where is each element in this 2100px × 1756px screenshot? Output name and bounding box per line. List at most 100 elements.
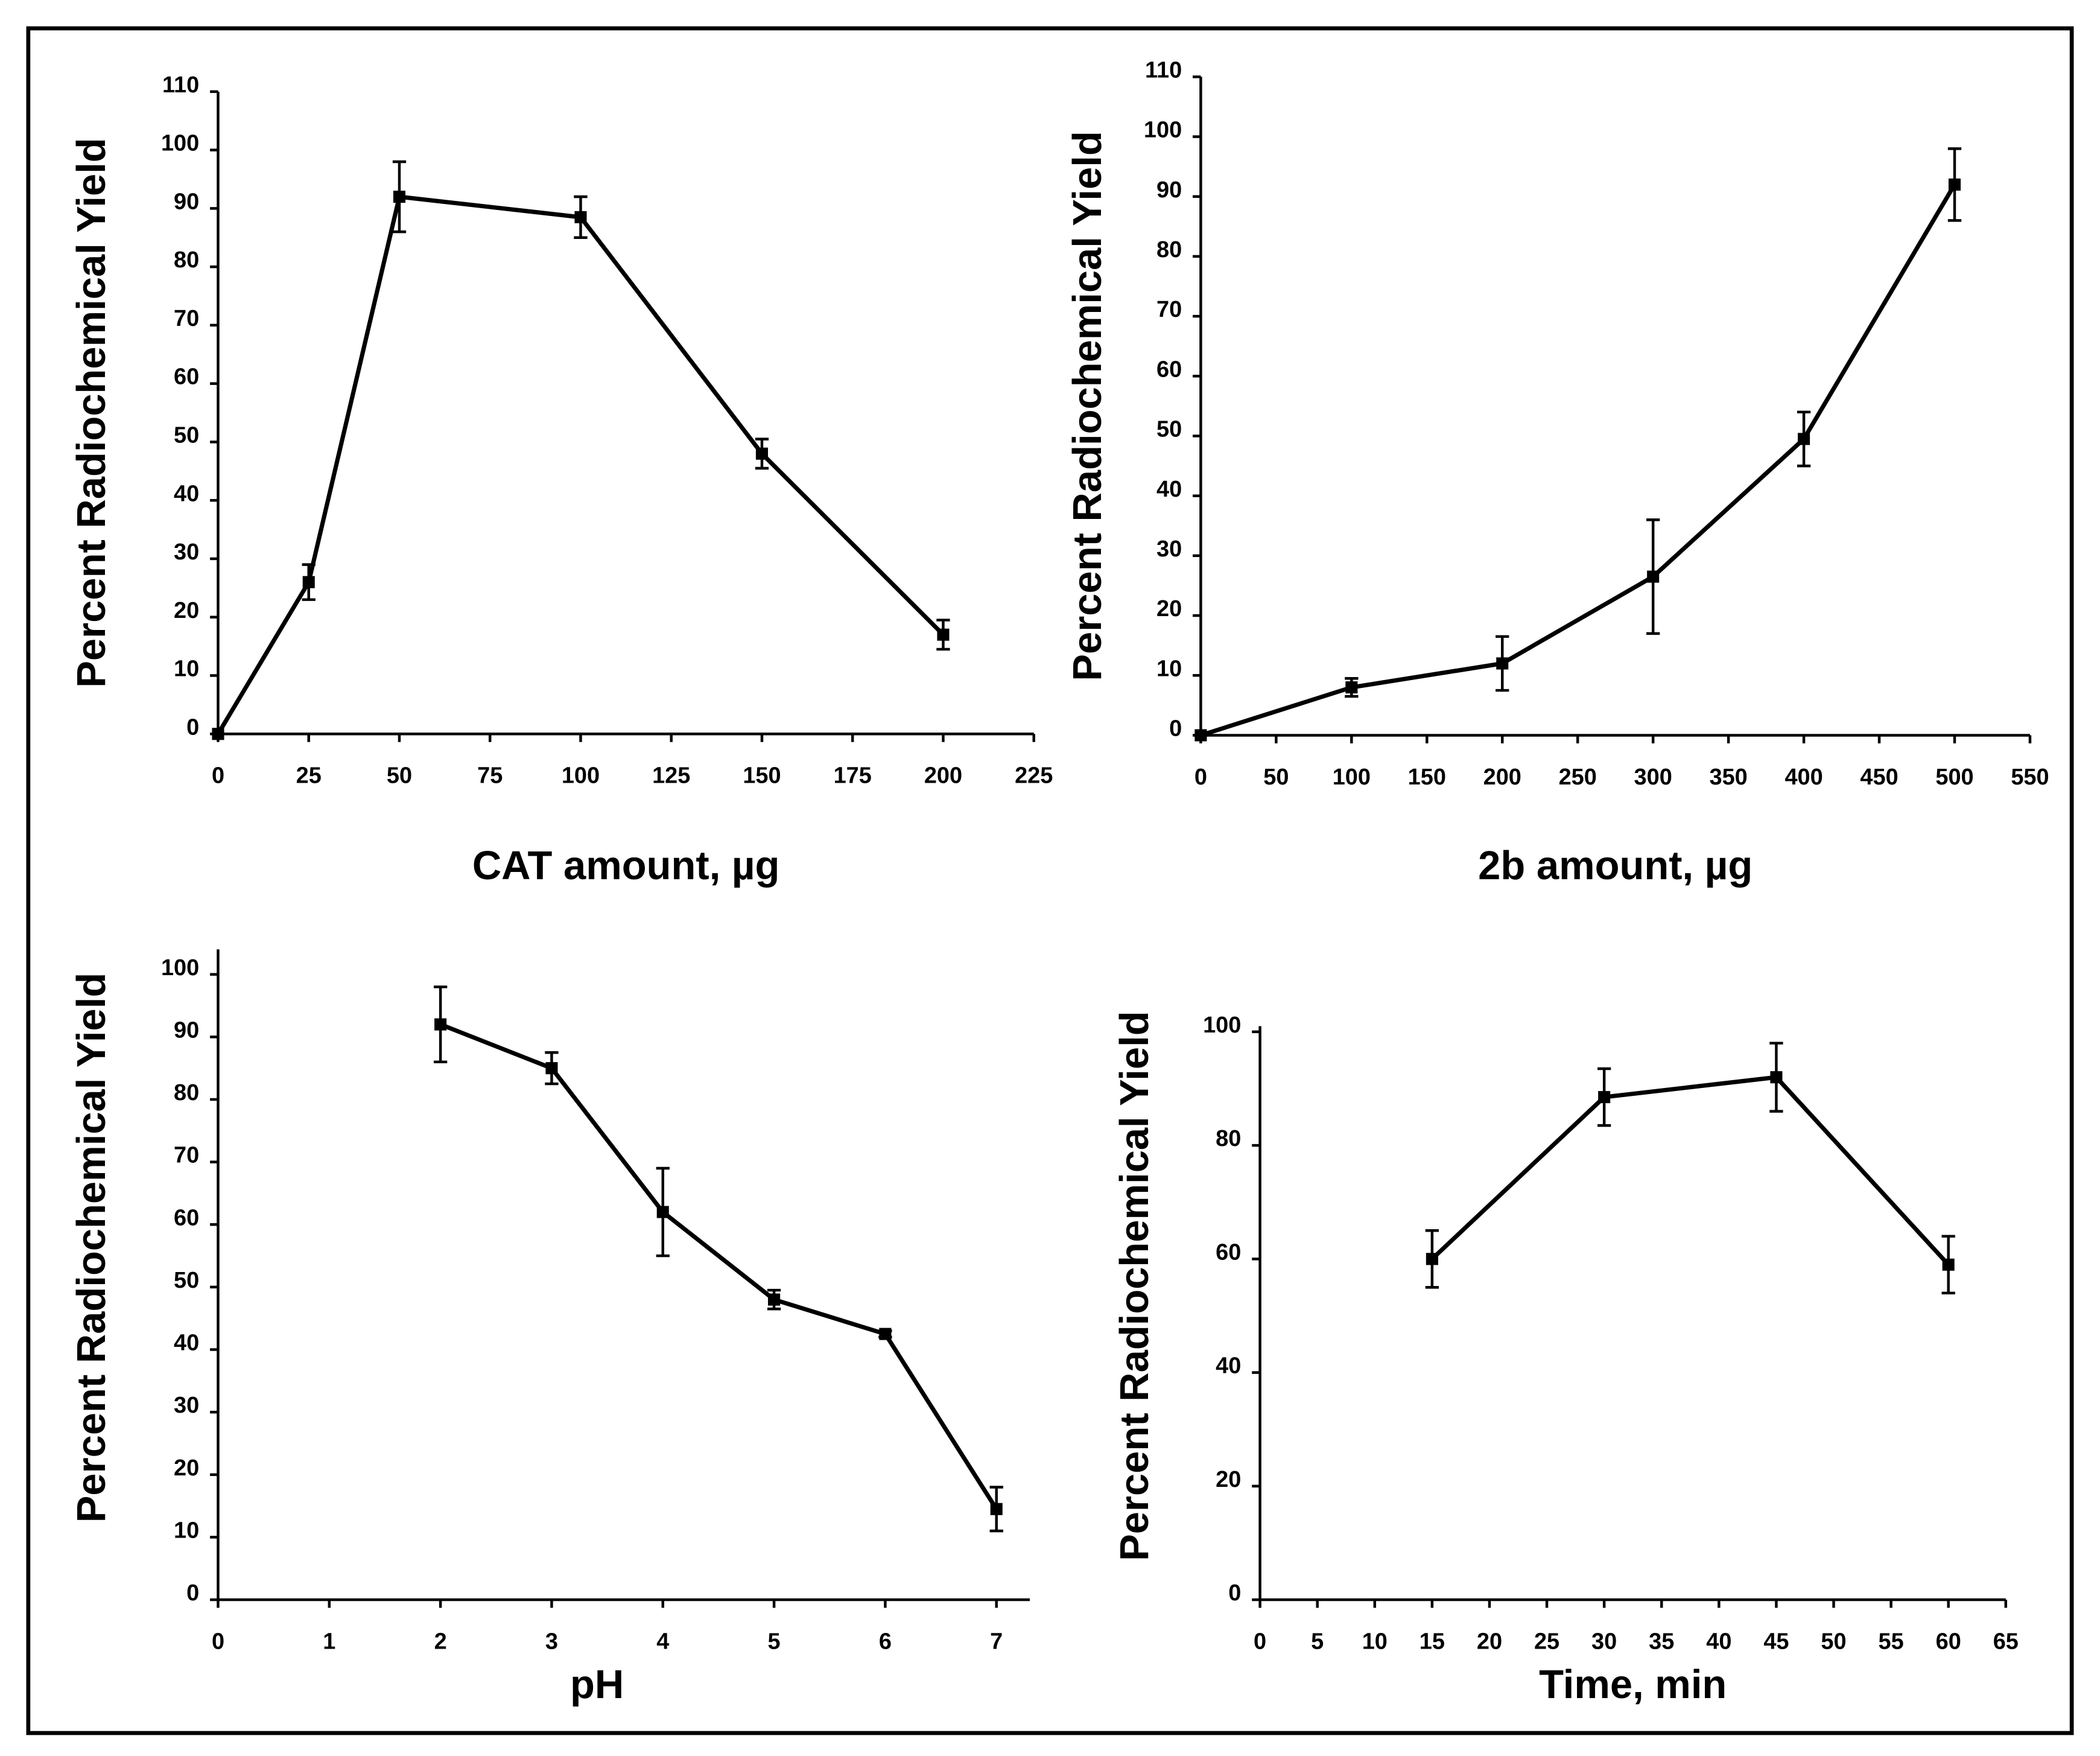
frame	[26, 26, 2074, 1735]
y-tick-label: 60	[1216, 1239, 1241, 1265]
x-tick-label: 150	[743, 763, 781, 789]
data-point	[656, 1206, 669, 1218]
x-tick-label: 150	[1408, 765, 1446, 790]
data-point	[545, 1062, 558, 1075]
x-tick-label: 45	[1763, 1629, 1789, 1654]
data-point	[1194, 729, 1207, 742]
x-tick-label: 40	[1706, 1629, 1731, 1654]
x-tick-label: 20	[1477, 1629, 1502, 1654]
x-tick-label: 500	[1935, 765, 1973, 790]
data-point	[434, 1018, 447, 1031]
y-axis-title: Percent Radiochemical Yield	[69, 973, 114, 1522]
x-tick-label: 0	[1254, 1629, 1266, 1654]
x-tick-label: 0	[212, 763, 224, 789]
y-axis-title: Percent Radiochemical Yield	[1112, 1011, 1157, 1560]
y-tick-label: 0	[186, 1580, 199, 1606]
data-point	[1647, 570, 1660, 583]
y-tick-label: 40	[1216, 1354, 1241, 1379]
y-tick-label: 80	[1216, 1126, 1241, 1151]
y-tick-label: 20	[174, 1455, 199, 1481]
x-tick-label: 400	[1784, 765, 1822, 790]
data-point	[1345, 681, 1358, 694]
y-tick-label: 110	[162, 72, 199, 98]
y-tick-label: 100	[1203, 1013, 1241, 1038]
x-tick-label: 5	[768, 1629, 781, 1654]
x-tick-label: 100	[562, 763, 600, 789]
x-tick-label: 200	[1483, 765, 1521, 790]
x-tick-label: 35	[1649, 1629, 1674, 1654]
data-point	[574, 211, 587, 223]
y-tick-label: 20	[174, 598, 199, 623]
data-point	[393, 190, 406, 203]
y-tick-label: 80	[174, 1080, 199, 1105]
y-tick-label: 50	[1156, 417, 1182, 442]
x-tick-label: 550	[2011, 765, 2049, 790]
y-tick-label: 40	[1156, 477, 1182, 502]
y-tick-label: 40	[174, 1331, 199, 1356]
x-tick-label: 250	[1559, 765, 1597, 790]
x-tick-label: 50	[1263, 765, 1289, 790]
data-point	[1496, 657, 1509, 670]
data-point	[937, 628, 950, 641]
data-point	[1426, 1253, 1438, 1265]
x-tick-label: 6	[879, 1629, 892, 1654]
x-tick-label: 1	[323, 1629, 335, 1654]
x-tick-label: 350	[1709, 765, 1747, 790]
y-tick-label: 70	[174, 306, 199, 331]
y-tick-label: 10	[174, 1518, 199, 1543]
x-tick-label: 450	[1860, 765, 1898, 790]
data-point	[768, 1293, 781, 1306]
y-tick-label: 60	[1156, 357, 1182, 382]
data-point	[879, 1328, 892, 1340]
y-tick-label: 100	[1144, 118, 1182, 143]
data-point	[302, 576, 315, 588]
y-tick-label: 60	[174, 1205, 199, 1230]
data-point	[1598, 1091, 1611, 1104]
y-tick-label: 70	[1156, 297, 1182, 322]
data-line	[216, 194, 945, 736]
data-point	[212, 728, 224, 740]
x-axis-title: CAT amount, µg	[472, 843, 780, 888]
x-tick-label: 60	[1936, 1629, 1961, 1654]
y-tick-label: 50	[174, 1268, 199, 1293]
data-line	[1430, 1075, 1950, 1267]
x-tick-label: 50	[387, 763, 412, 789]
x-tick-label: 7	[990, 1629, 1003, 1654]
x-tick-label: 65	[1993, 1629, 2019, 1654]
y-tick-label: 70	[174, 1143, 199, 1168]
y-tick-label: 50	[174, 423, 199, 448]
x-tick-label: 125	[652, 763, 690, 789]
y-tick-label: 90	[174, 189, 199, 214]
x-tick-label: 50	[1821, 1629, 1846, 1654]
x-tick-label: 25	[296, 763, 322, 789]
y-tick-label: 20	[1156, 596, 1182, 622]
x-tick-label: 10	[1362, 1629, 1388, 1654]
data-point	[1770, 1071, 1783, 1084]
y-tick-label: 30	[1156, 536, 1182, 562]
y-tick-label: 60	[174, 364, 199, 390]
y-tick-label: 40	[174, 481, 199, 506]
x-axis-title: 2b amount, µg	[1478, 843, 1753, 888]
data-point	[1798, 433, 1810, 445]
x-tick-label: 2	[434, 1629, 447, 1654]
x-tick-label: 225	[1015, 763, 1053, 789]
x-tick-label: 0	[212, 1629, 224, 1654]
y-axis-title: Percent Radiochemical Yield	[69, 138, 114, 687]
data-point	[755, 447, 769, 460]
y-tick-label: 10	[174, 657, 199, 682]
data-point	[1948, 178, 1961, 191]
x-tick-label: 200	[924, 763, 962, 789]
x-axis-title: Time, min	[1539, 1662, 1727, 1707]
y-tick-label: 90	[174, 1017, 199, 1043]
y-axis-title: Percent Radiochemical Yield	[1065, 131, 1110, 681]
x-tick-label: 175	[834, 763, 872, 789]
y-tick-label: 90	[1156, 177, 1182, 203]
x-tick-label: 4	[656, 1629, 669, 1654]
y-tick-label: 10	[1156, 656, 1182, 681]
y-tick-label: 100	[161, 131, 199, 156]
y-tick-label: 100	[161, 955, 199, 981]
y-tick-label: 30	[174, 539, 199, 565]
data-line	[1200, 183, 1957, 737]
